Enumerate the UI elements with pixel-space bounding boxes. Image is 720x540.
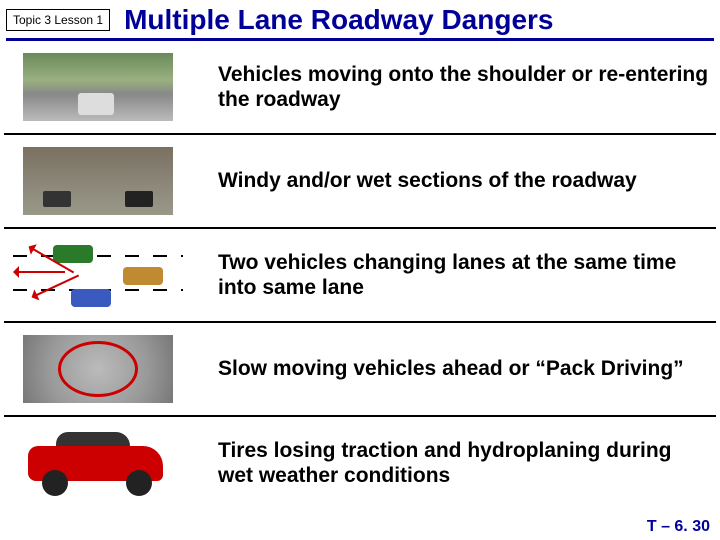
- danger-row: Slow moving vehicles ahead or “Pack Driv…: [0, 323, 720, 415]
- row-image-shoulder: [8, 51, 188, 123]
- topic-label: Topic 3 Lesson 1: [6, 9, 110, 31]
- row-text: Vehicles moving onto the shoulder or re-…: [188, 62, 712, 112]
- row-image-hydroplaning: [8, 427, 188, 499]
- danger-row: Two vehicles changing lanes at the same …: [0, 229, 720, 321]
- slide-title: Multiple Lane Roadway Dangers: [124, 4, 553, 36]
- row-image-lane-change: [8, 239, 188, 311]
- row-image-wet-road: [8, 145, 188, 217]
- danger-row: Windy and/or wet sections of the roadway: [0, 135, 720, 227]
- row-text: Two vehicles changing lanes at the same …: [188, 250, 712, 300]
- row-text: Slow moving vehicles ahead or “Pack Driv…: [188, 356, 712, 381]
- slide-header: Topic 3 Lesson 1 Multiple Lane Roadway D…: [0, 0, 720, 36]
- row-text: Windy and/or wet sections of the roadway: [188, 168, 712, 193]
- row-image-pack-driving: [8, 333, 188, 405]
- danger-row: Vehicles moving onto the shoulder or re-…: [0, 41, 720, 133]
- danger-row: Tires losing traction and hydroplaning d…: [0, 417, 720, 509]
- row-text: Tires losing traction and hydroplaning d…: [188, 438, 712, 488]
- page-reference: T – 6. 30: [647, 518, 710, 536]
